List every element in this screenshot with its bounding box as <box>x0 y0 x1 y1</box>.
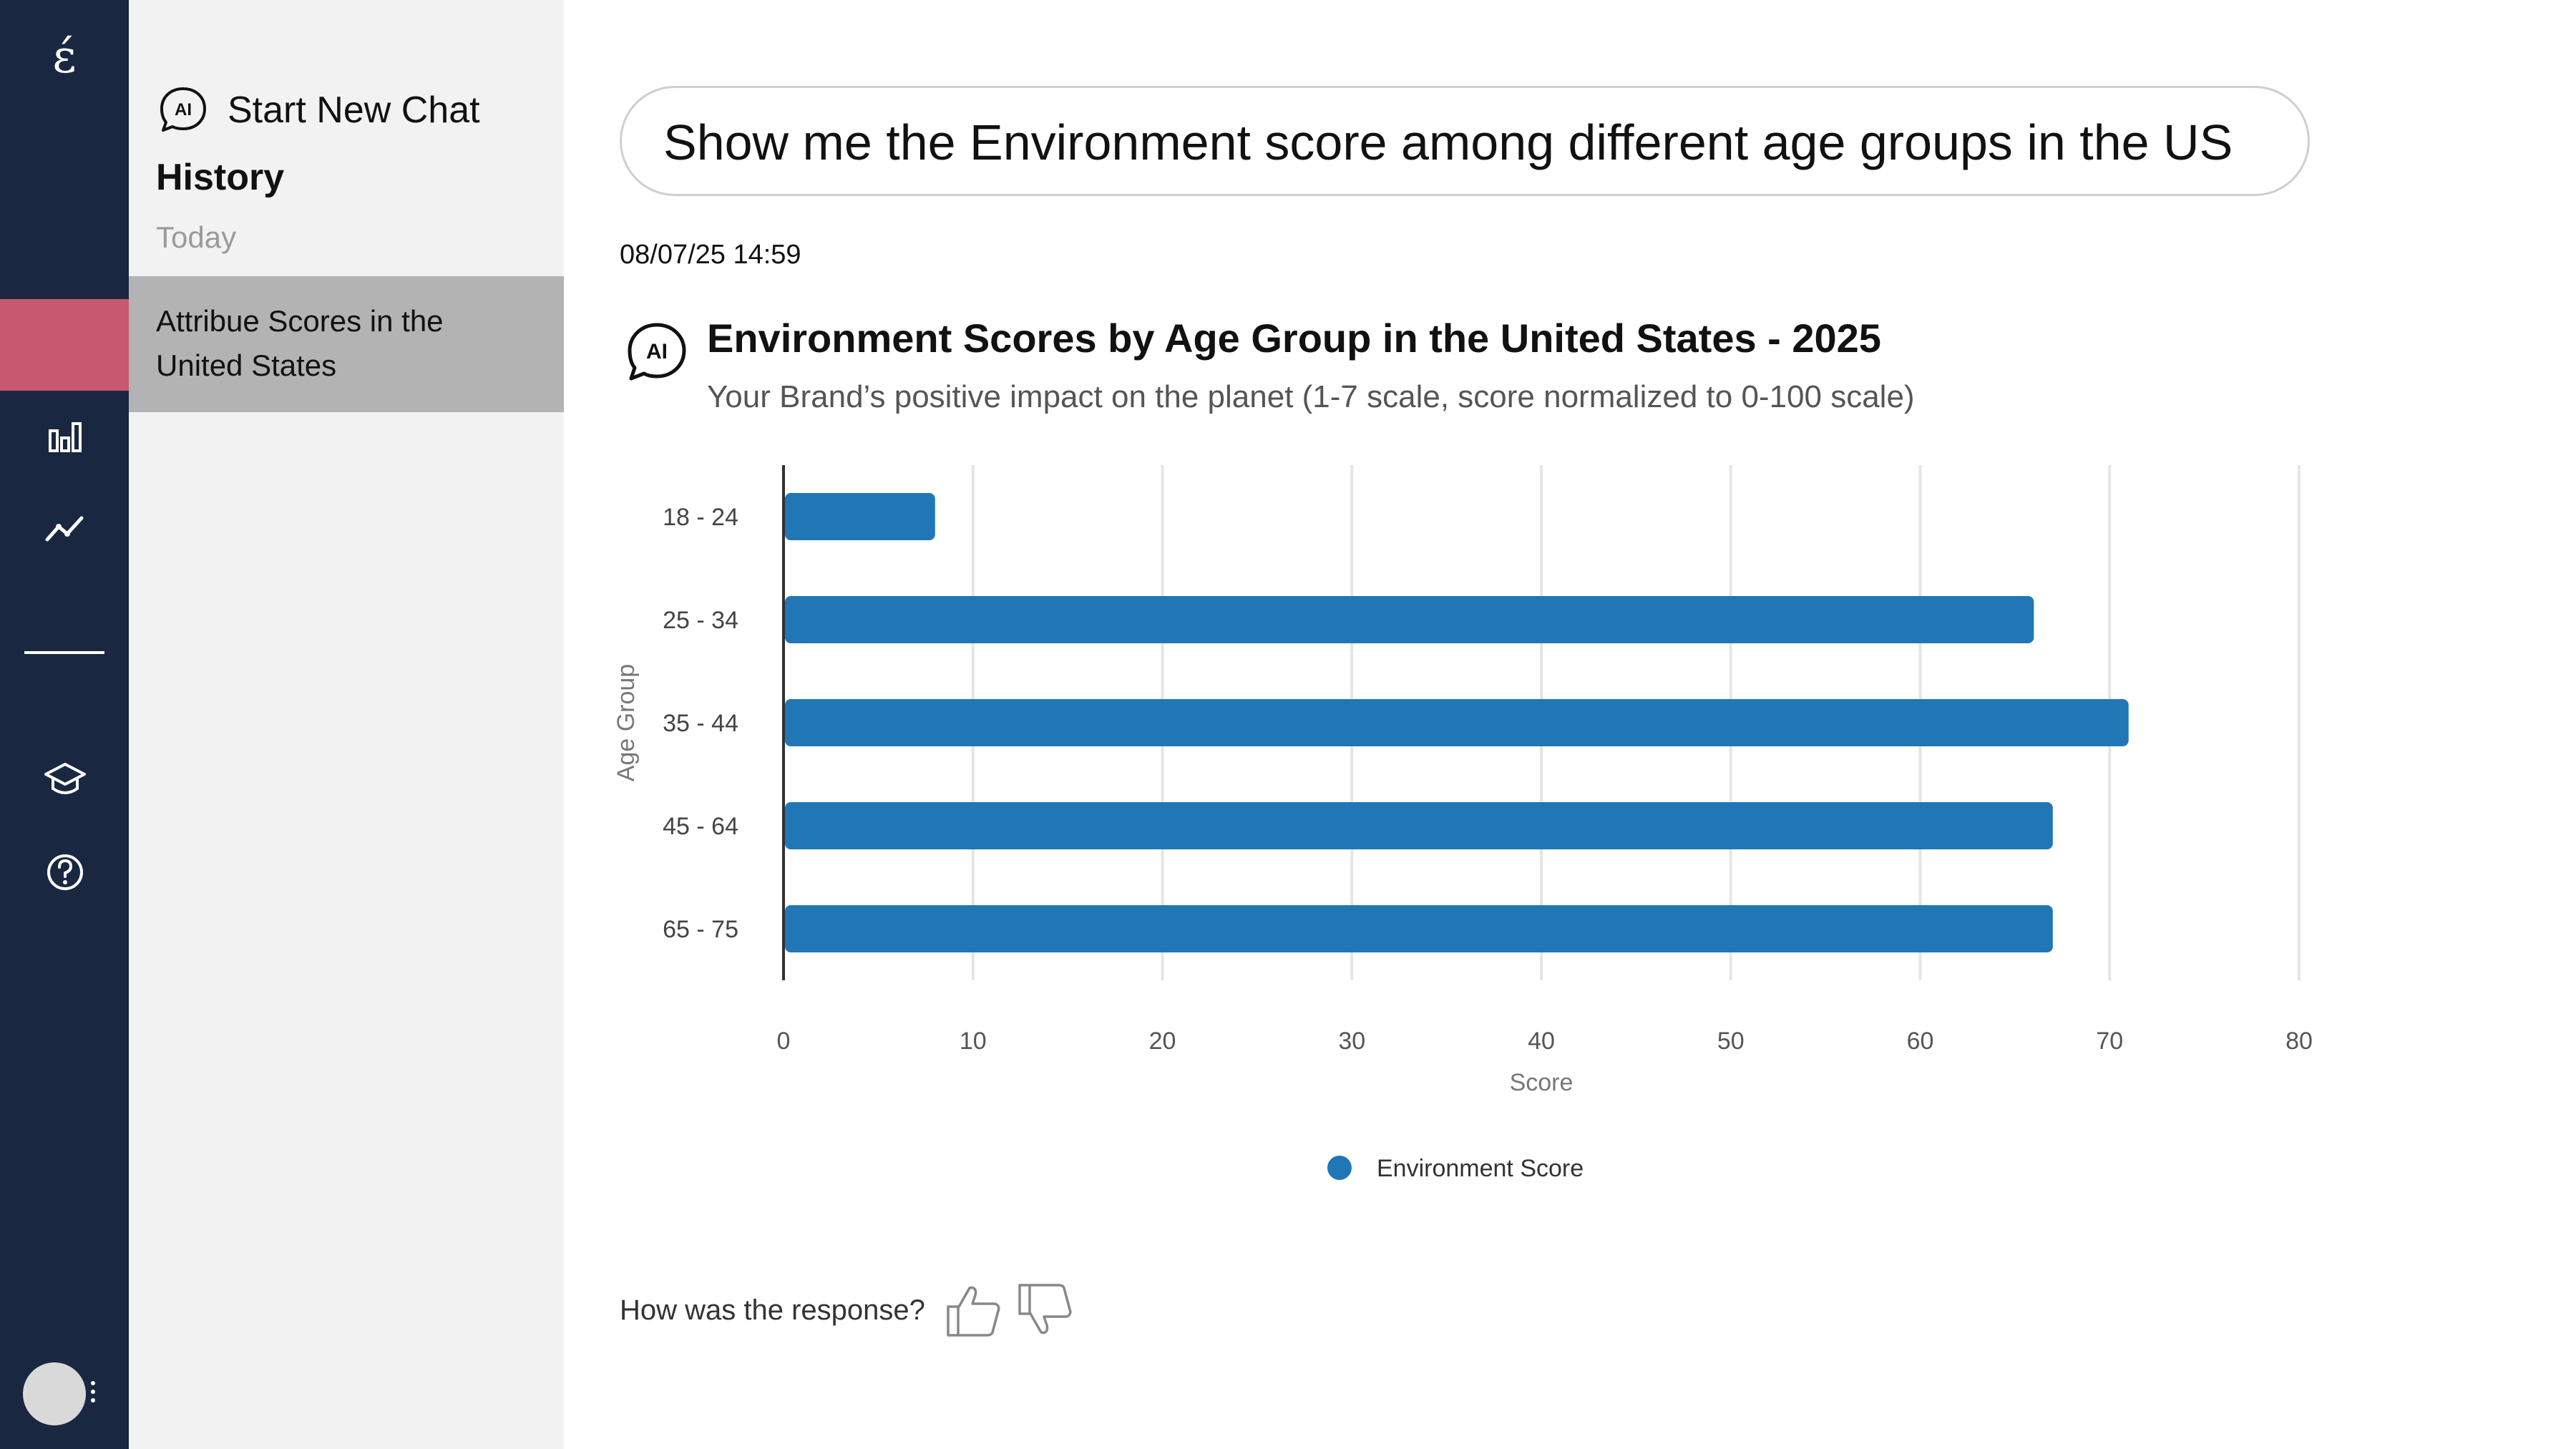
help-icon[interactable] <box>43 850 87 894</box>
bar <box>785 699 2129 746</box>
legend-label: Environment Score <box>1377 1155 1584 1182</box>
x-tick-label: 80 <box>2285 1028 2313 1055</box>
nav-item-chat-active[interactable] <box>0 299 129 391</box>
history-panel: AI Start New Chat History Today Attribue… <box>129 0 564 1449</box>
graduation-cap-icon[interactable] <box>43 757 87 801</box>
query-bubble: Show me the Environment score among diff… <box>620 86 2310 196</box>
feedback-row: How was the response? <box>620 1279 1085 1341</box>
x-tick-label: 60 <box>1907 1028 1934 1055</box>
y-tick-label: 35 - 44 <box>663 710 738 737</box>
x-axis-title: Score <box>1510 1069 1574 1096</box>
x-tick-label: 40 <box>1528 1028 1555 1055</box>
app-logo[interactable]: ɛ́ <box>52 31 77 84</box>
feedback-prompt: How was the response? <box>620 1294 925 1326</box>
x-tick-label: 50 <box>1717 1028 1745 1055</box>
x-tick-label: 0 <box>777 1028 791 1055</box>
bar <box>785 596 2034 643</box>
thumbs-up-icon[interactable] <box>942 1279 1004 1341</box>
start-new-chat-label: Start New Chat <box>228 89 480 131</box>
ai-badge-text: AI <box>175 100 192 119</box>
ai-chat-icon: AI <box>160 87 206 132</box>
x-tick-label: 30 <box>1338 1028 1365 1055</box>
trend-line-icon[interactable] <box>43 507 87 551</box>
more-options-icon[interactable] <box>90 1381 96 1407</box>
legend-marker <box>1327 1156 1352 1180</box>
y-axis-title: Age Group <box>613 664 640 781</box>
x-tick-label: 70 <box>2096 1028 2123 1055</box>
query-text: Show me the Environment score among diff… <box>663 114 2233 170</box>
bar-chart-icon[interactable] <box>43 415 87 459</box>
bar <box>785 905 2053 952</box>
start-new-chat-button[interactable]: AI Start New Chat <box>157 84 480 136</box>
chart-title: Environment Scores by Age Group in the U… <box>707 316 1881 361</box>
history-section-today: Today <box>156 220 237 254</box>
x-tick-label: 10 <box>960 1028 987 1055</box>
history-item[interactable]: Attribue Scores in the United States <box>129 276 564 412</box>
bar <box>785 802 2053 849</box>
chart-subtitle: Your Brand’s positive impact on the plan… <box>707 379 1915 414</box>
nav-divider <box>24 651 104 654</box>
thumbs-down-icon[interactable] <box>1014 1279 1075 1341</box>
y-tick-label: 25 - 34 <box>663 607 738 634</box>
bar <box>785 493 935 540</box>
avatar[interactable] <box>23 1362 86 1425</box>
ai-response-icon: AI <box>628 323 686 381</box>
ai-response-badge-text: AI <box>646 340 668 364</box>
y-tick-label: 65 - 75 <box>663 916 738 943</box>
history-title: History <box>156 157 285 198</box>
history-item-label: Attribue Scores in the United States <box>156 304 444 382</box>
message-timestamp: 08/07/25 14:59 <box>620 240 801 270</box>
x-tick-label: 20 <box>1149 1028 1176 1055</box>
y-tick-label: 18 - 24 <box>663 504 738 531</box>
nav-rail: ɛ́ <box>0 0 129 1449</box>
y-tick-label: 45 - 64 <box>663 813 738 840</box>
